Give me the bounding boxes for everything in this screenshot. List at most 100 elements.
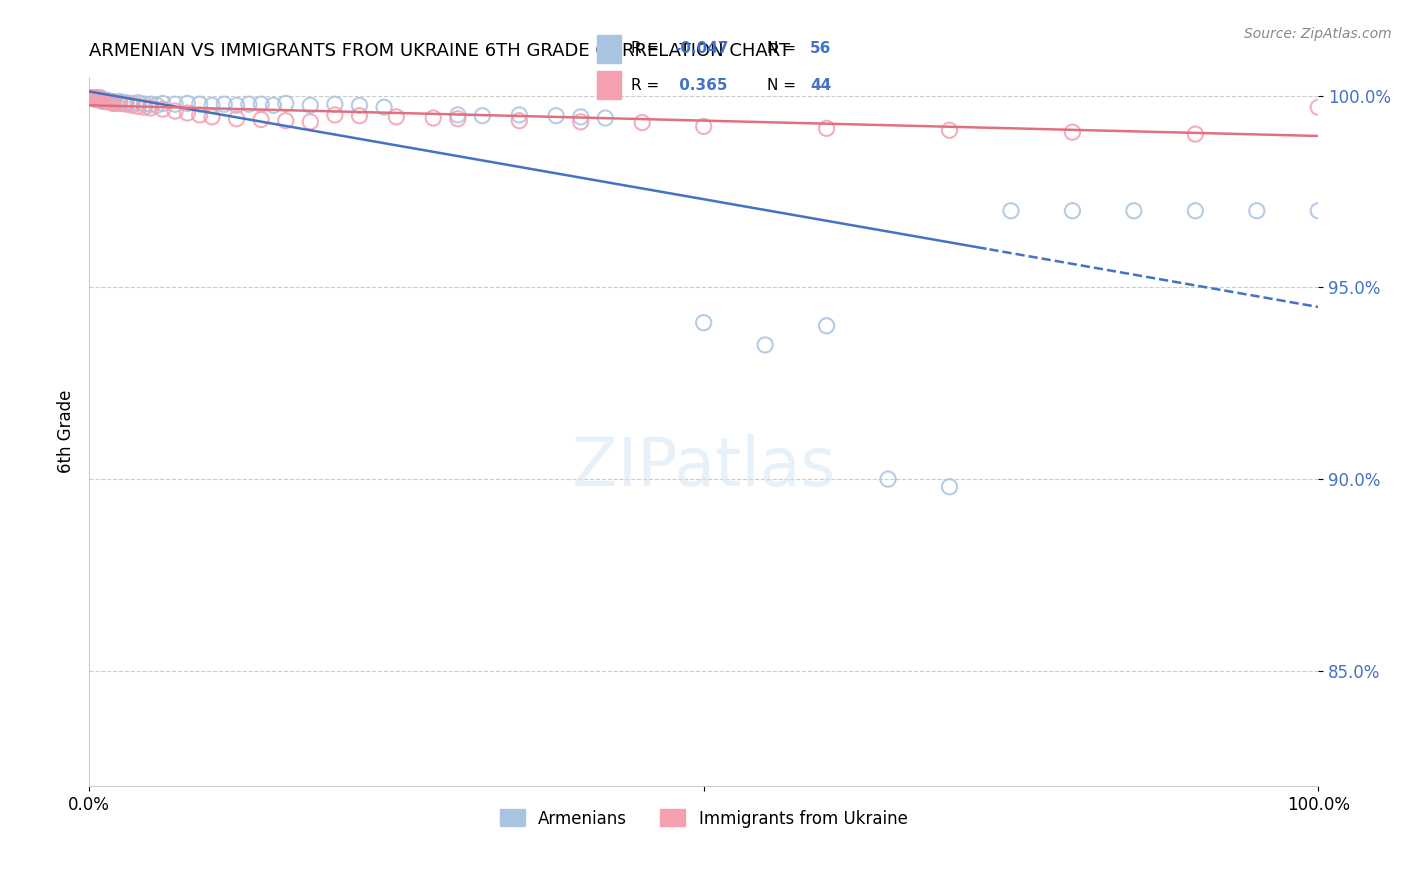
Text: R =: R = <box>631 41 664 56</box>
Point <box>238 97 260 112</box>
Bar <box>596 71 621 99</box>
Point <box>121 96 143 111</box>
Point <box>80 91 103 105</box>
Point <box>385 110 408 124</box>
Text: -0.047: -0.047 <box>673 41 728 56</box>
Point <box>1062 203 1084 218</box>
Point <box>815 318 838 333</box>
Point <box>127 99 149 113</box>
Point <box>508 113 530 128</box>
Point <box>323 108 346 122</box>
Point <box>115 97 138 112</box>
Point <box>121 98 143 112</box>
Point <box>188 108 211 122</box>
Point <box>96 95 118 109</box>
Text: R =: R = <box>631 78 664 93</box>
Point <box>94 95 117 109</box>
Point <box>225 98 247 112</box>
Point <box>100 95 122 109</box>
Point <box>569 110 592 124</box>
Text: ARMENIAN VS IMMIGRANTS FROM UKRAINE 6TH GRADE CORRELATION CHART: ARMENIAN VS IMMIGRANTS FROM UKRAINE 6TH … <box>89 42 790 60</box>
Point <box>103 96 125 111</box>
Point <box>1308 100 1330 114</box>
Point <box>80 91 103 105</box>
Point <box>82 91 104 105</box>
Text: N =: N = <box>766 41 800 56</box>
Point <box>201 98 224 112</box>
Point <box>262 98 284 112</box>
Point <box>815 121 838 136</box>
Point <box>1184 203 1206 218</box>
Point <box>84 91 107 105</box>
Point <box>86 93 108 107</box>
Point <box>152 96 174 111</box>
Point <box>127 95 149 110</box>
Legend: Armenians, Immigrants from Ukraine: Armenians, Immigrants from Ukraine <box>494 803 914 834</box>
Point <box>508 108 530 122</box>
Point <box>1246 203 1268 218</box>
Point <box>145 98 167 112</box>
Point <box>422 111 444 125</box>
Point <box>100 95 122 110</box>
Point <box>97 95 120 109</box>
Point <box>83 92 105 106</box>
Point <box>89 91 111 105</box>
Point <box>274 113 297 128</box>
Point <box>188 97 211 112</box>
Point <box>152 102 174 116</box>
Point <box>134 100 156 114</box>
Text: ZIPatlas: ZIPatlas <box>572 434 835 500</box>
Point <box>471 109 494 123</box>
Point <box>87 93 110 107</box>
Y-axis label: 6th Grade: 6th Grade <box>58 390 75 473</box>
Point <box>112 96 135 111</box>
Point <box>692 316 714 330</box>
Point <box>139 97 162 112</box>
Point <box>214 97 236 112</box>
Point <box>91 95 114 109</box>
Point <box>103 95 125 109</box>
Point <box>1122 203 1144 218</box>
Point <box>84 91 107 105</box>
Point <box>299 115 322 129</box>
Point <box>250 112 273 127</box>
Point <box>631 115 654 129</box>
Bar <box>596 35 621 62</box>
Point <box>225 112 247 126</box>
Point <box>93 93 115 107</box>
Point <box>108 95 131 109</box>
Text: 44: 44 <box>810 78 831 93</box>
Point <box>274 96 297 111</box>
Point <box>349 109 371 123</box>
Point <box>115 95 138 110</box>
Point <box>877 472 900 486</box>
Point <box>1062 125 1084 139</box>
Point <box>349 98 371 112</box>
Point <box>754 338 776 352</box>
Point <box>108 96 131 111</box>
Text: N =: N = <box>766 78 800 93</box>
Point <box>90 93 112 107</box>
Point <box>83 91 105 105</box>
Point <box>89 92 111 106</box>
Point <box>176 106 198 120</box>
Point <box>692 120 714 134</box>
Point <box>1184 127 1206 141</box>
Point <box>139 101 162 115</box>
Point <box>176 96 198 111</box>
Point <box>569 115 592 129</box>
Point <box>546 109 568 123</box>
Text: 56: 56 <box>810 41 831 56</box>
Point <box>134 97 156 112</box>
Point <box>91 94 114 108</box>
Point <box>86 91 108 105</box>
Point <box>97 95 120 109</box>
Point <box>93 94 115 108</box>
Point <box>86 92 108 106</box>
Point <box>105 96 128 111</box>
Point <box>595 111 617 125</box>
Point <box>323 97 346 112</box>
Point <box>938 123 960 137</box>
Point <box>201 110 224 124</box>
Point <box>96 94 118 108</box>
